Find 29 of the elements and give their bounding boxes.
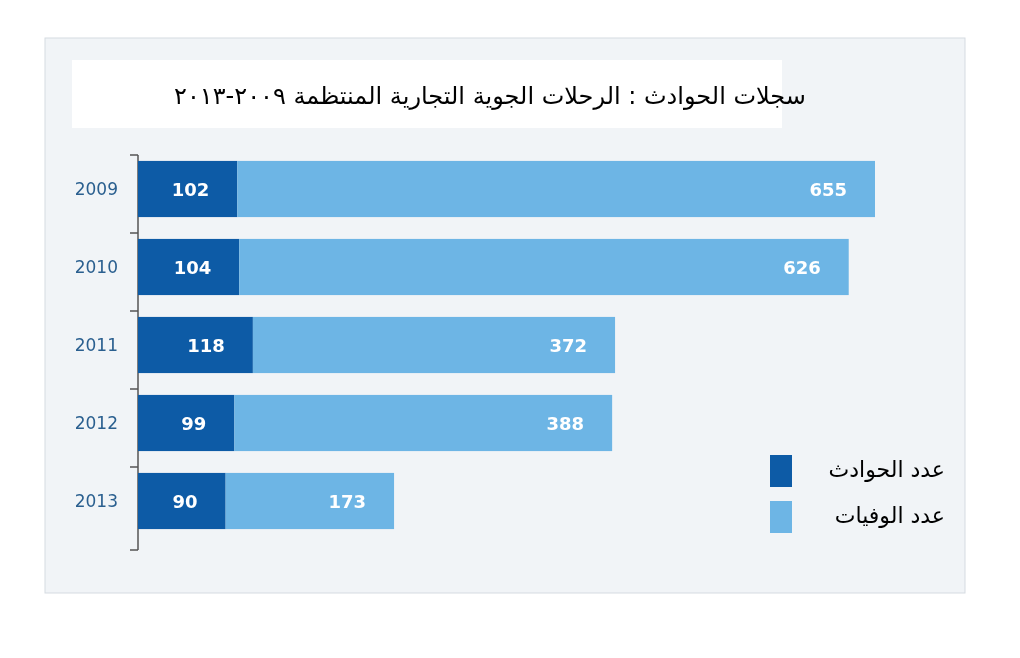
data-label: 102 <box>171 179 210 200</box>
bar <box>138 160 238 218</box>
y-tick-label: 2012 <box>74 413 118 433</box>
y-tick-label: 2009 <box>74 179 118 199</box>
y-tick-label: 2013 <box>74 491 118 511</box>
data-label: 626 <box>783 257 821 278</box>
data-label: 173 <box>328 491 367 512</box>
bar <box>138 394 235 452</box>
y-tick-label: 2011 <box>74 335 118 355</box>
bar <box>138 472 226 530</box>
data-label: 372 <box>549 335 588 356</box>
bar <box>239 238 849 296</box>
data-label: 388 <box>546 413 585 434</box>
bar <box>138 238 240 296</box>
bar <box>252 316 616 374</box>
data-label: 104 <box>173 257 212 278</box>
data-label: 655 <box>809 179 847 200</box>
legend: عدد الحوادث عدد الوفيات <box>770 455 945 533</box>
legend-label: عدد الحوادث <box>828 457 945 482</box>
bar <box>138 316 253 374</box>
bar <box>234 394 613 452</box>
bar <box>237 160 875 218</box>
legend-label: عدد الوفيات <box>834 503 945 528</box>
bar <box>225 472 395 530</box>
data-label: 90 <box>172 491 198 512</box>
data-label: 118 <box>187 335 225 356</box>
y-tick-label: 2010 <box>74 257 118 277</box>
chart-title: سجلات الحوادث : الرحلات الجوية التجارية المنتظمة ٢٠٠٩-٢٠١٣ <box>174 82 806 110</box>
data-label: 99 <box>181 413 207 434</box>
